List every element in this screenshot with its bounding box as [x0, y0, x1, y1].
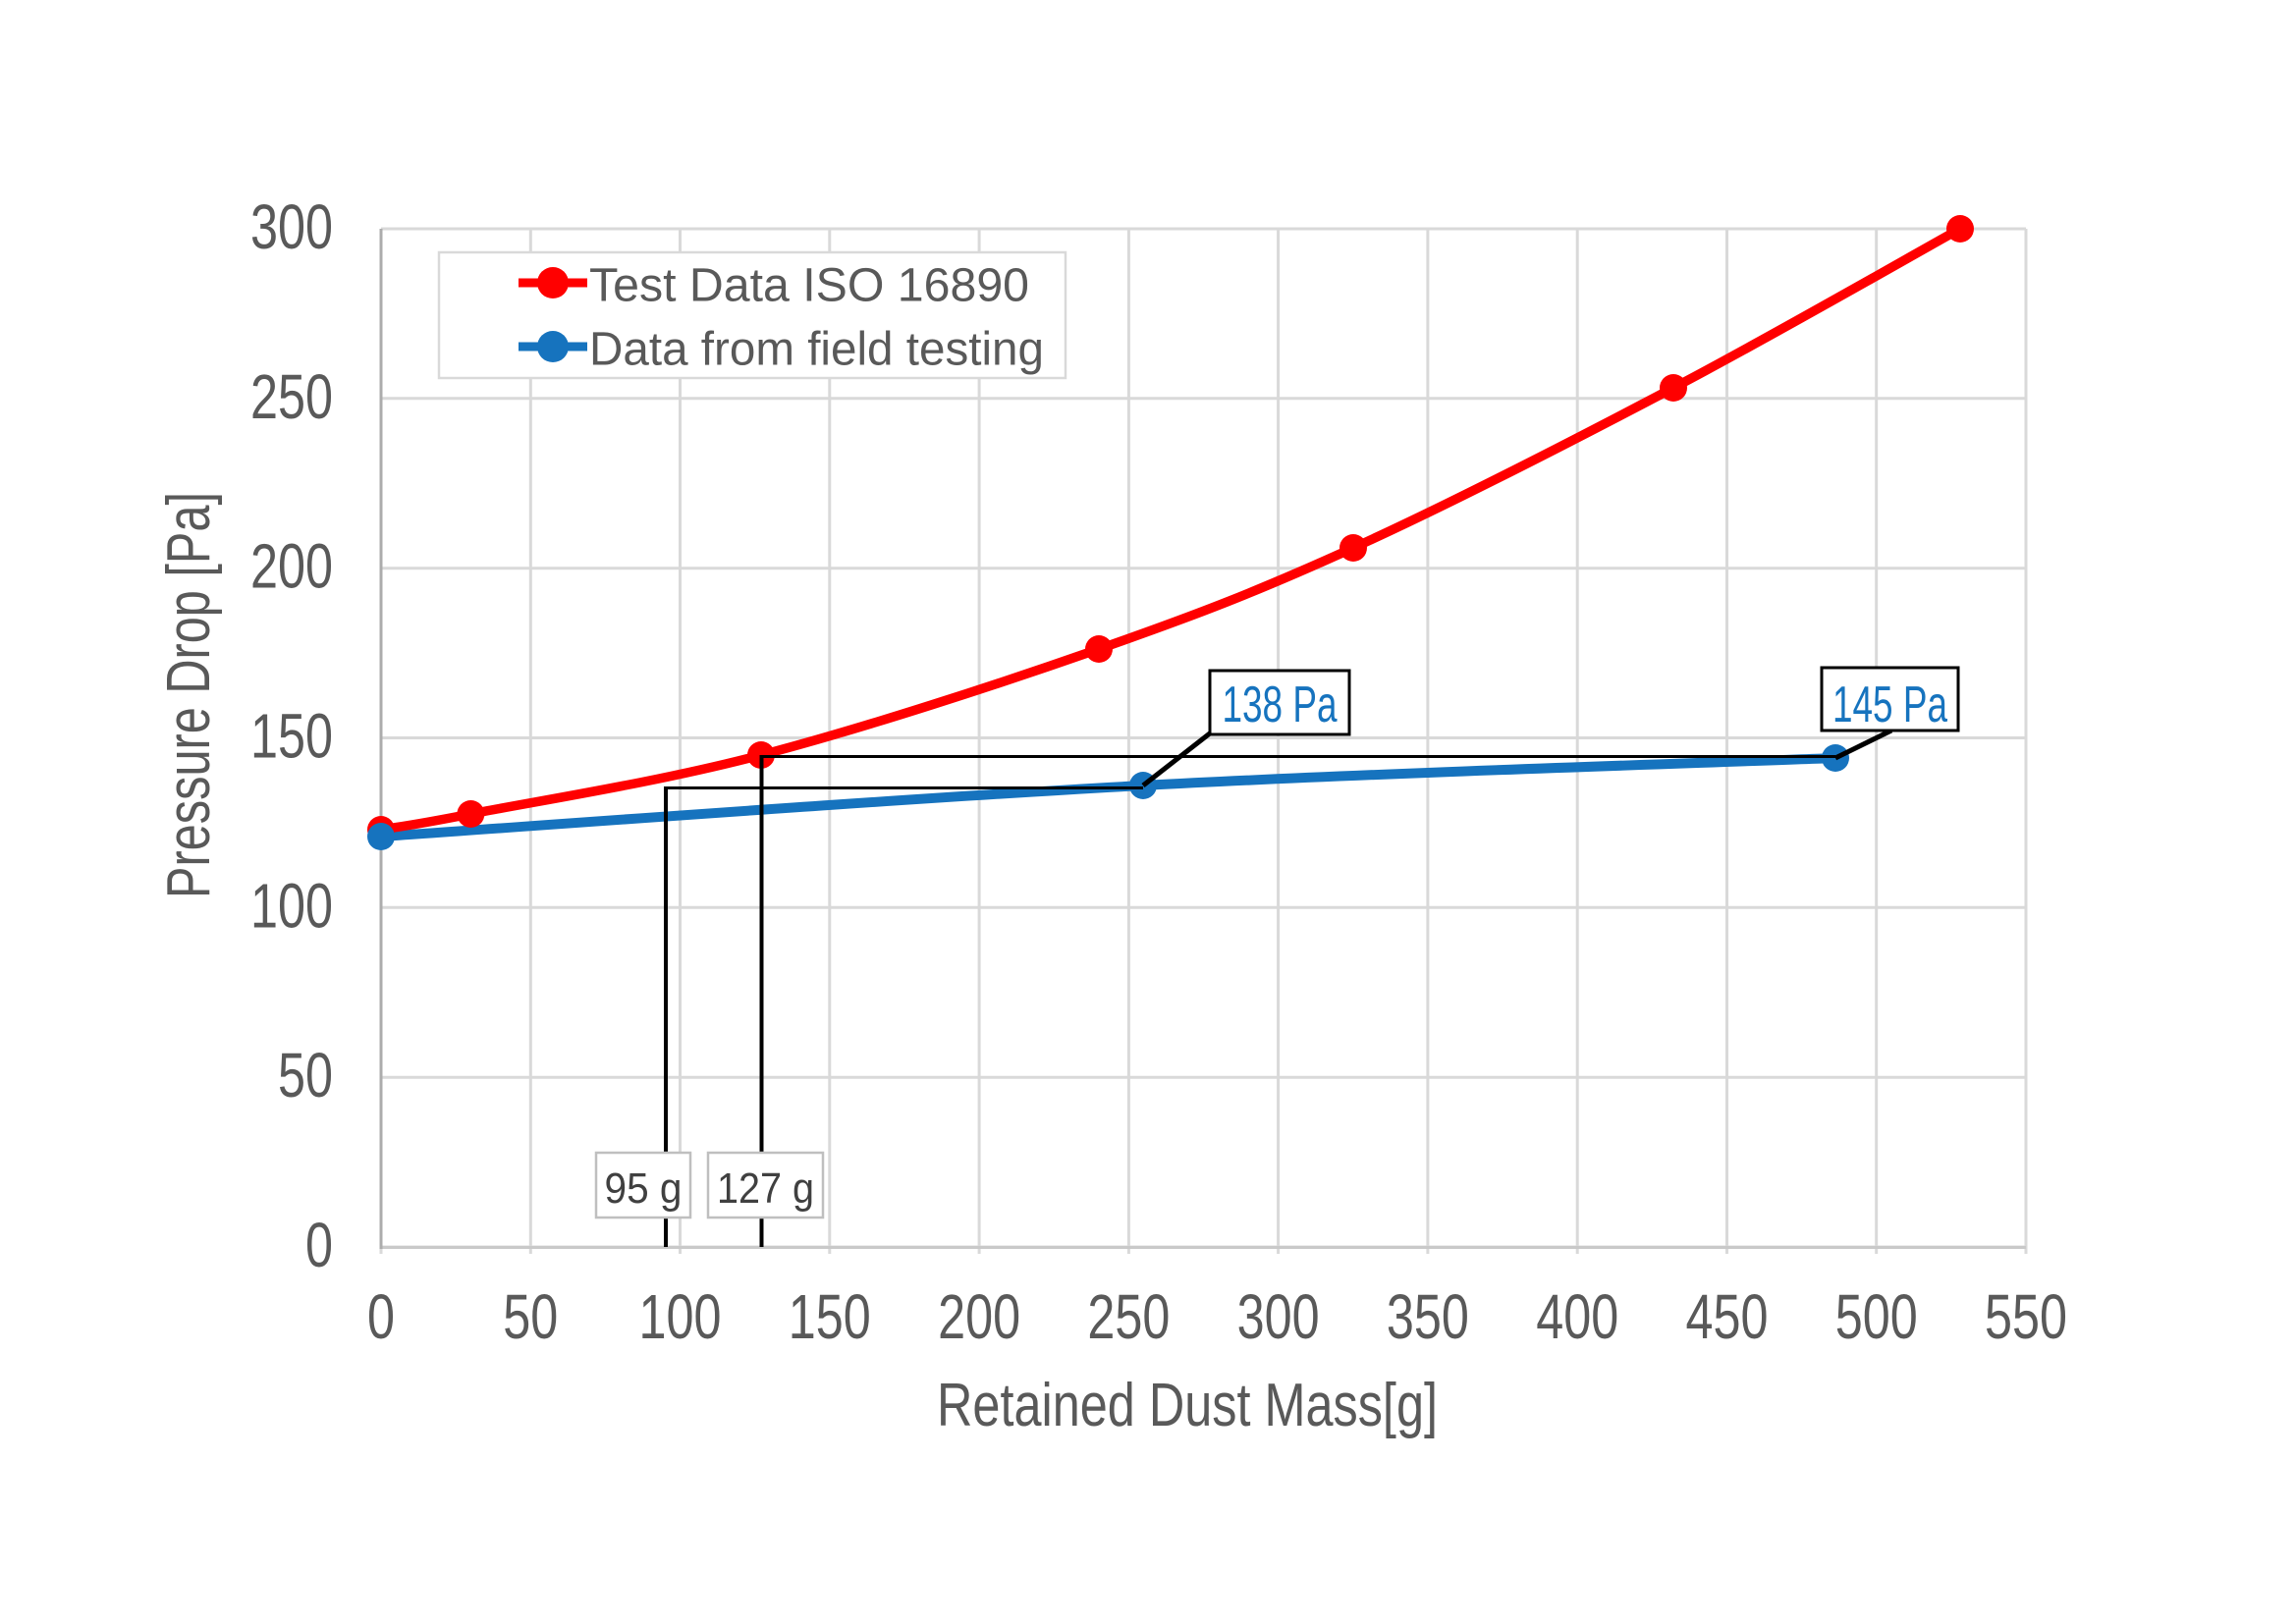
svg-text:Data from field testing: Data from field testing — [589, 324, 1044, 376]
svg-text:250: 250 — [250, 361, 333, 432]
svg-text:Retained Dust Mass[g]: Retained Dust Mass[g] — [937, 1372, 1438, 1439]
svg-text:0: 0 — [305, 1210, 333, 1280]
svg-text:150: 150 — [789, 1281, 871, 1352]
svg-text:50: 50 — [278, 1040, 333, 1110]
svg-text:250: 250 — [1087, 1281, 1170, 1352]
svg-text:50: 50 — [503, 1281, 558, 1352]
svg-text:300: 300 — [1237, 1281, 1320, 1352]
svg-text:0: 0 — [367, 1281, 395, 1352]
svg-text:200: 200 — [938, 1281, 1020, 1352]
svg-text:127 g: 127 g — [717, 1164, 814, 1213]
svg-text:150: 150 — [250, 701, 333, 772]
svg-text:300: 300 — [250, 191, 333, 262]
svg-text:138 Pa: 138 Pa — [1223, 677, 1338, 733]
svg-text:500: 500 — [1835, 1281, 1918, 1352]
svg-text:450: 450 — [1686, 1281, 1769, 1352]
svg-text:Pressure Drop [Pa]: Pressure Drop [Pa] — [155, 492, 223, 898]
svg-text:400: 400 — [1536, 1281, 1618, 1352]
svg-text:145 Pa: 145 Pa — [1832, 677, 1947, 733]
svg-text:95 g: 95 g — [605, 1164, 683, 1213]
svg-text:100: 100 — [250, 870, 333, 941]
svg-text:200: 200 — [250, 531, 333, 602]
svg-text:550: 550 — [1985, 1281, 2067, 1352]
svg-text:100: 100 — [639, 1281, 722, 1352]
svg-text:350: 350 — [1387, 1281, 1469, 1352]
svg-text:Test Data ISO 16890: Test Data ISO 16890 — [589, 260, 1029, 312]
